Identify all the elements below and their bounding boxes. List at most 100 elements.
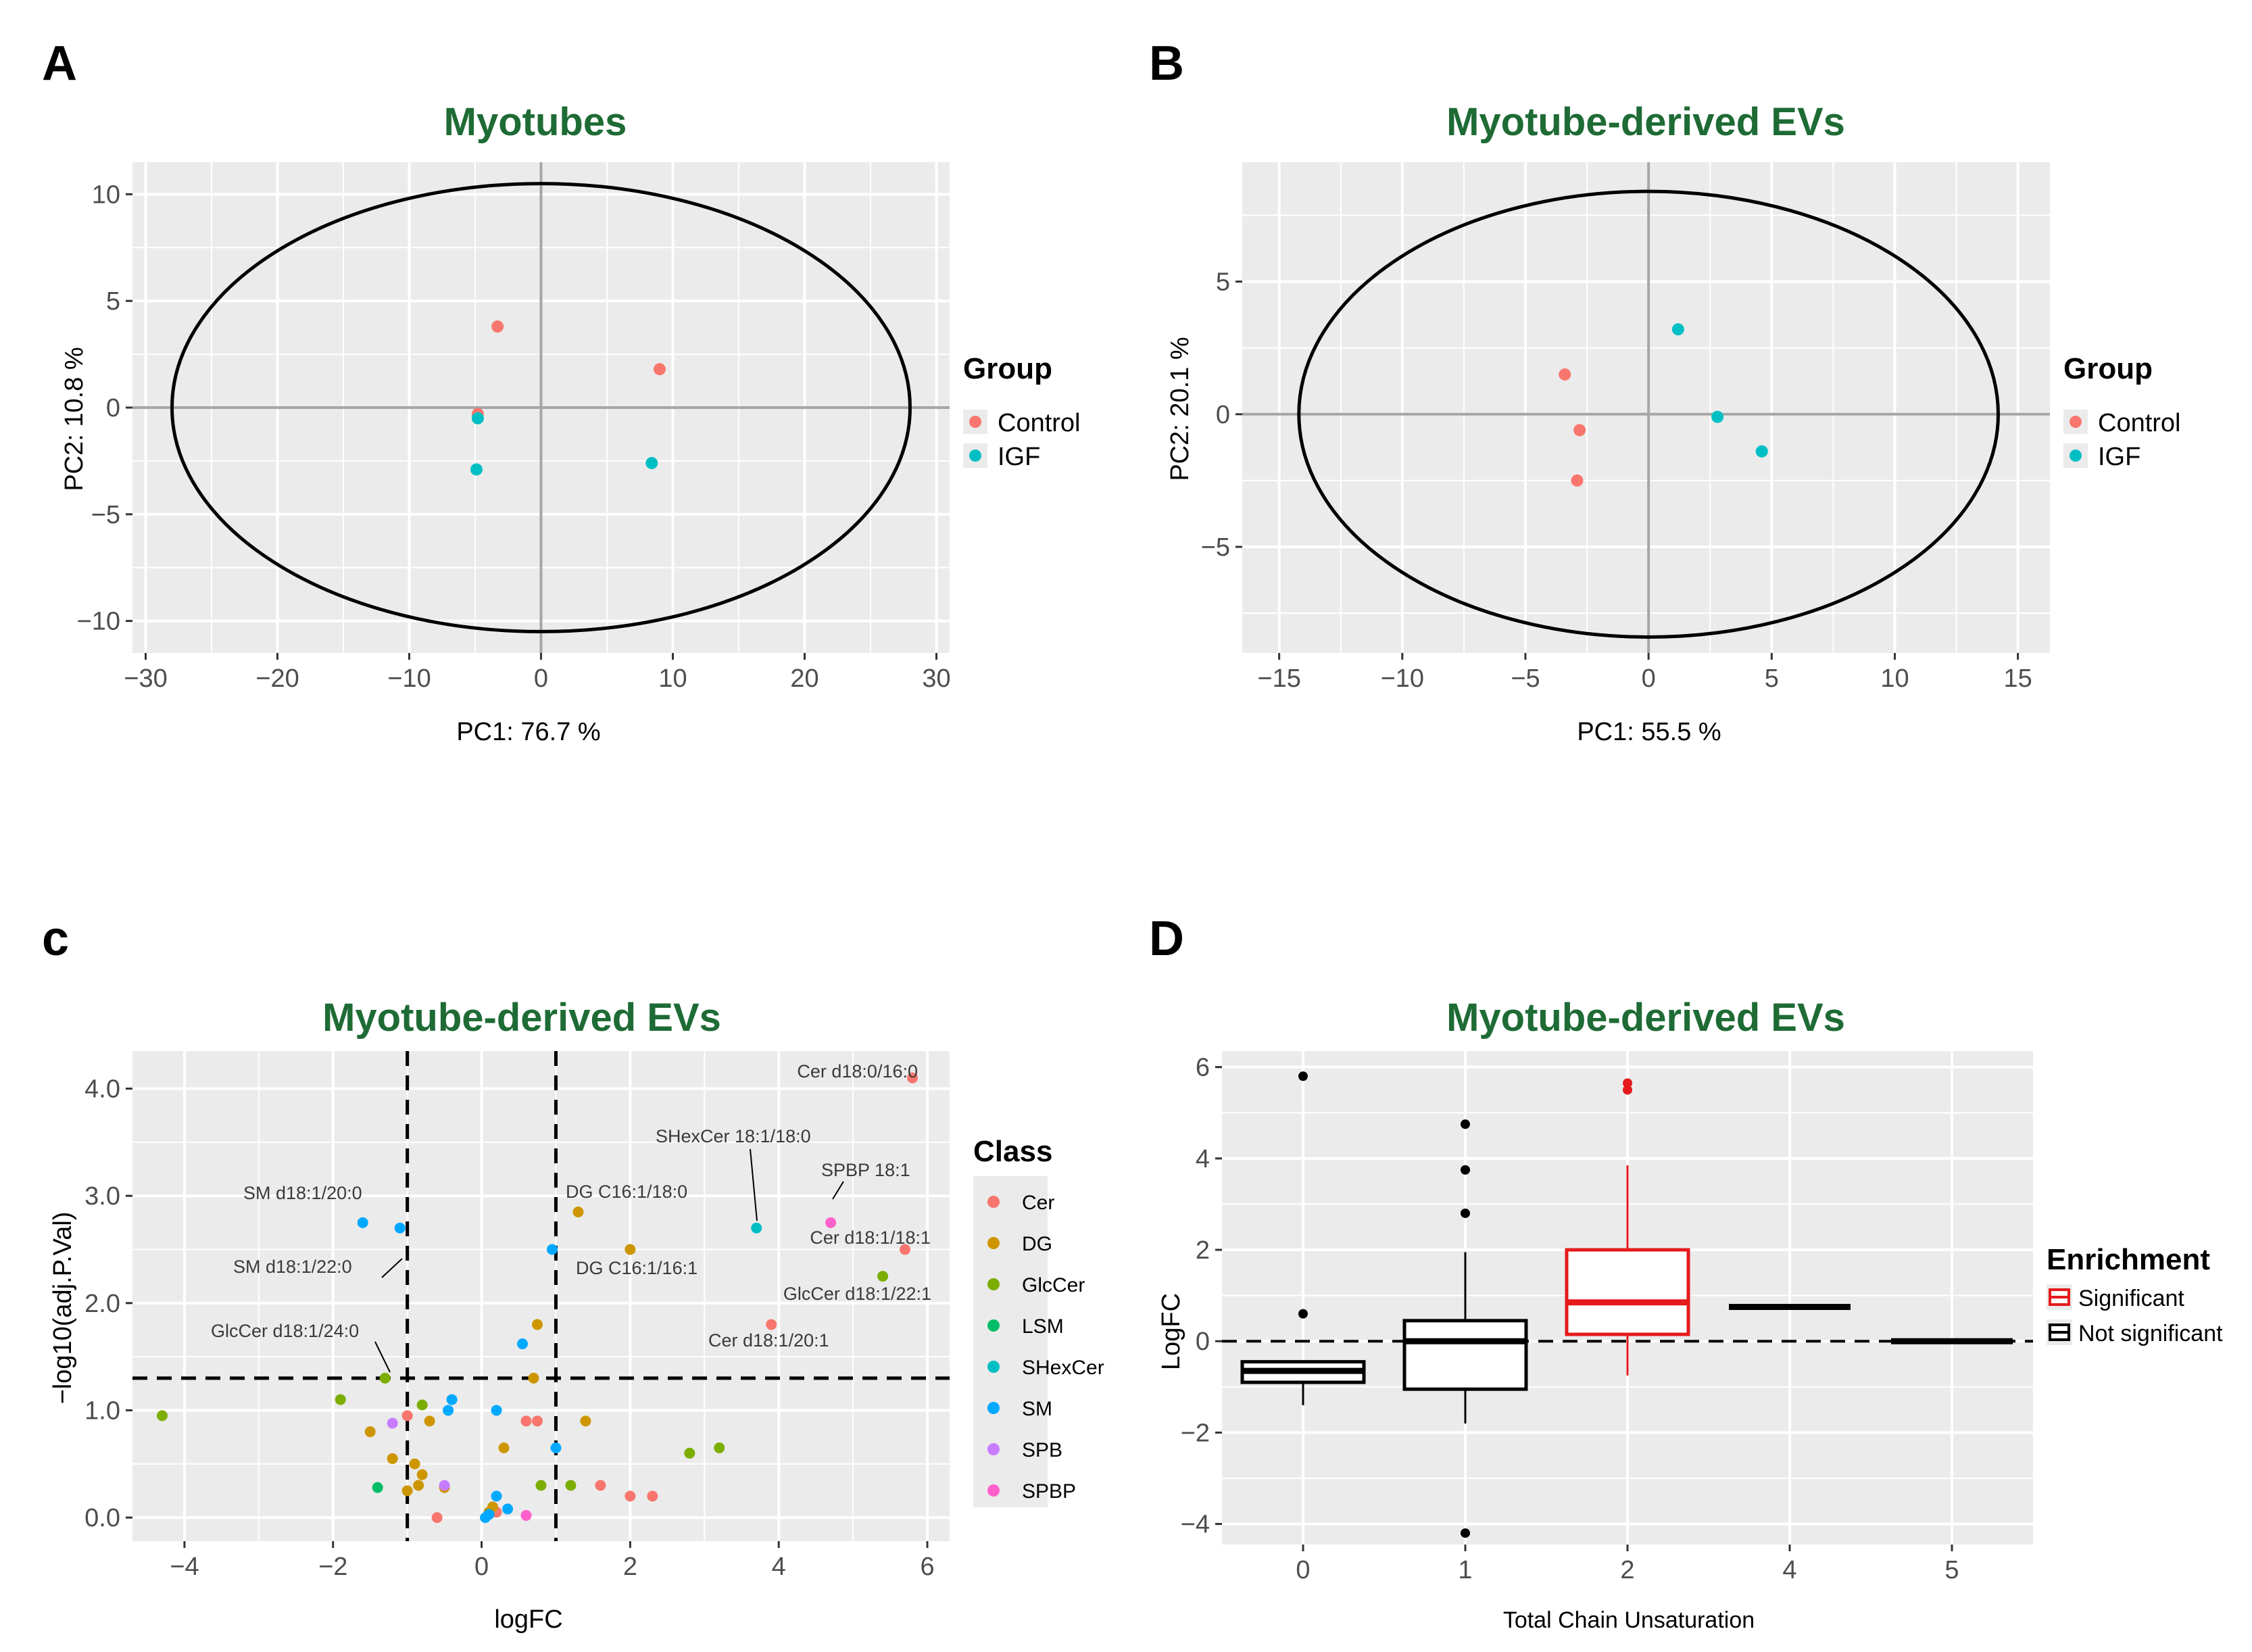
- chart-title-c: Myotube-derived EVs: [322, 996, 721, 1040]
- panel-b-overlay: [1242, 162, 2050, 653]
- annotation-glccer-d18-1-24-0: GlcCer d18:1/24:0: [211, 1321, 359, 1341]
- y-tick-label: 0: [106, 394, 120, 422]
- y-tick-label: −5: [1201, 533, 1230, 562]
- point-sm: [446, 1394, 458, 1405]
- legend-key-sm: [987, 1402, 1000, 1414]
- panel-a: A Myotubes −30 −20 −10 0 10 20 30 −10 −5 0 5 10 PC…: [42, 37, 1081, 746]
- panel-c-y-ticks: 0.0 1.0 2.0 3.0 4.0: [84, 1075, 132, 1532]
- point-glccer: [335, 1394, 346, 1405]
- panel-b: B Myotube-derived EVs −15 −10 −5 0 5 10 15 −5 0…: [1149, 37, 2181, 746]
- point-cer: [595, 1480, 606, 1491]
- point-igf: [470, 463, 483, 476]
- legend-label-lsm: LSM: [1022, 1315, 1064, 1338]
- x-tick-label: 5: [1765, 664, 1779, 693]
- point-igf: [1755, 445, 1768, 458]
- x-tick-label: 2: [1620, 1556, 1634, 1584]
- y-tick-label: 2.0: [84, 1290, 120, 1318]
- point-dg: [572, 1206, 584, 1217]
- point-igf: [1711, 410, 1724, 423]
- y-tick-label: 2: [1196, 1236, 1210, 1265]
- chart-title-b: Myotube-derived EVs: [1446, 100, 1845, 144]
- panel-b-y-ticks: −5 0 5: [1201, 268, 1242, 562]
- y-tick-label: 5: [106, 287, 120, 316]
- box-outlier: [1623, 1078, 1632, 1088]
- x-tick-label: −20: [255, 664, 299, 693]
- point-cer: [520, 1415, 532, 1427]
- point-spb: [387, 1417, 398, 1429]
- x-tick-label: −2: [318, 1553, 347, 1581]
- legend-label-glccer: GlcCer: [1022, 1274, 1085, 1296]
- legend-label-sm: SM: [1022, 1398, 1052, 1420]
- y-axis-label-c: −log10(adj.P.Val): [49, 1212, 77, 1405]
- point-control: [491, 320, 504, 333]
- leader-line-spbp: [832, 1181, 844, 1200]
- x-tick-label: 0: [1296, 1556, 1310, 1584]
- point-igf: [645, 457, 658, 470]
- x-tick-label: 20: [790, 664, 818, 693]
- x-tick-label: 15: [2003, 664, 2032, 693]
- y-tick-label: 0: [1216, 401, 1230, 429]
- point-sm: [357, 1217, 368, 1228]
- legend-label-spbp: SPBP: [1022, 1480, 1076, 1503]
- x-axis-label-a: PC1: 76.7 %: [456, 718, 600, 746]
- point-spbp: [825, 1217, 837, 1228]
- annotation-sm-d18-1-20-0: SM d18:1/20:0: [243, 1183, 362, 1203]
- legend-key-lsm: [987, 1319, 1000, 1332]
- point-glccer: [535, 1480, 547, 1491]
- y-tick-label: 6: [1196, 1054, 1210, 1082]
- point-sm: [550, 1442, 562, 1453]
- x-tick-label: 5: [1944, 1556, 1959, 1584]
- leader-line-glccer-24-0: [374, 1341, 391, 1373]
- panel-letter-b: B: [1149, 37, 1184, 91]
- legend-c-keys-background: [973, 1176, 1048, 1507]
- y-axis-label-d: LogFC: [1157, 1293, 1185, 1370]
- point-sm: [491, 1405, 502, 1416]
- confidence-ellipse: [170, 182, 912, 633]
- y-tick-label: 5: [1216, 268, 1230, 297]
- box-outlier: [1461, 1165, 1470, 1175]
- point-dg: [424, 1415, 435, 1427]
- legend-title-d: Enrichment: [2047, 1243, 2210, 1276]
- legend-label-d-not-significant: Not significant: [2078, 1321, 2223, 1346]
- legend-title-b: Group: [2063, 352, 2153, 385]
- box-outlier: [1623, 1085, 1632, 1095]
- x-tick-label: 0: [534, 664, 548, 693]
- point-control: [654, 363, 666, 376]
- point-sm: [502, 1503, 514, 1515]
- legend-label-b-igf: IGF: [2098, 443, 2140, 471]
- panel-c-points: [156, 1072, 919, 1524]
- y-tick-label: 0: [1196, 1328, 1210, 1356]
- x-tick-label: 2: [623, 1553, 637, 1581]
- plot-background: [1242, 162, 2050, 653]
- box-iqr: [1565, 1248, 1690, 1336]
- x-axis-label-d: Total Chain Unsaturation: [1503, 1607, 1755, 1633]
- panel-c-x-ticks: −4 −2 0 2 4 6: [170, 1541, 935, 1581]
- box-outlier: [1461, 1119, 1470, 1129]
- point-dg: [528, 1372, 539, 1384]
- legend-key-b-igf: [2070, 450, 2082, 462]
- x-tick-label: 30: [922, 664, 950, 693]
- point-dg: [364, 1426, 376, 1438]
- box-outlier: [1298, 1309, 1308, 1319]
- panel-b-x-ticks: −15 −10 −5 0 5 10 15: [1257, 653, 2032, 693]
- annotation-shexcer-18-1-18-0: SHexCer 18:1/18:0: [656, 1126, 811, 1146]
- legend-label-dg: DG: [1022, 1233, 1052, 1255]
- point-control: [1559, 368, 1571, 381]
- y-tick-label: −4: [1181, 1511, 1210, 1539]
- point-cer: [532, 1415, 543, 1427]
- x-tick-label: −5: [1511, 664, 1540, 693]
- point-sm: [483, 1509, 495, 1520]
- leader-line-shexcer: [750, 1148, 758, 1221]
- panel-c-grid: [109, 1034, 1002, 1572]
- y-tick-label: 4.0: [84, 1075, 120, 1104]
- annotation-spbp-18-1: SPBP 18:1: [821, 1160, 910, 1180]
- legend-label-d-significant: Significant: [2078, 1286, 2184, 1311]
- plot-background: [132, 1051, 950, 1541]
- point-spbp: [520, 1509, 532, 1521]
- point-cer: [907, 1072, 919, 1084]
- panel-d-boxes: [1240, 1071, 2013, 1538]
- panel-a-points: [470, 320, 666, 476]
- chart-title-a: Myotubes: [444, 100, 627, 144]
- point-dg: [532, 1319, 543, 1330]
